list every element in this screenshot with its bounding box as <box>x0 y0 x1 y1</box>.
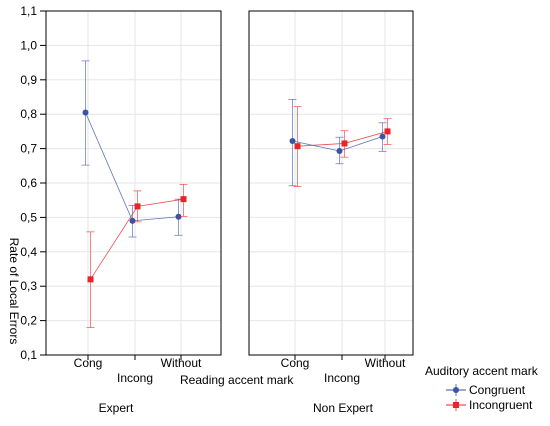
data-point <box>175 213 182 220</box>
data-point <box>289 138 296 145</box>
data-point <box>180 196 187 203</box>
panel-frame-1 <box>248 10 414 356</box>
legend-incongruent-label: Incongruent <box>469 398 533 412</box>
y-axis: 0,1 0,2 0,3 0,4 0,5 0,6 0,7 0,8 0,9 1,0 1,1 <box>20 4 46 362</box>
x-tick-label: Without <box>365 356 406 370</box>
legend-title: Auditory accent mark <box>425 364 539 378</box>
plot-series <box>81 60 392 328</box>
y-tick-label: 0,2 <box>20 314 37 328</box>
data-point <box>82 109 89 116</box>
data-point <box>379 133 386 140</box>
data-point <box>129 217 136 224</box>
y-tick-label: 1,1 <box>20 4 37 18</box>
x-axis: Cong Incong Without Cong Incong Without <box>74 355 406 385</box>
y-tick-label: 0,3 <box>20 279 37 293</box>
panel-label-non-expert: Non Expert <box>313 401 374 415</box>
y-tick-label: 0,4 <box>20 245 37 259</box>
grid-lines <box>46 11 413 355</box>
legend-item-incongruent: Incongruent <box>446 398 533 412</box>
data-point <box>384 128 391 135</box>
panel-label-expert: Expert <box>99 401 134 415</box>
series-line-incongruent <box>90 198 184 280</box>
y-tick-label: 0,9 <box>20 73 37 87</box>
y-tick-label: 0,7 <box>20 142 37 156</box>
y-tick-label: 0,6 <box>20 176 37 190</box>
data-point <box>336 148 343 155</box>
data-point <box>294 143 301 150</box>
x-tick-label: Cong <box>74 356 103 370</box>
data-point <box>341 140 348 147</box>
legend: Auditory accent mark Congruent Incongrue… <box>425 364 539 412</box>
legend-congruent-label: Congruent <box>469 383 526 397</box>
x-axis-title: Reading accent mark <box>180 373 294 387</box>
y-axis-title: Rate of Local Errors <box>7 238 21 345</box>
data-point <box>134 203 141 210</box>
series-line-congruent <box>85 112 179 222</box>
x-tick-label: Cong <box>281 356 310 370</box>
legend-item-congruent: Congruent <box>446 383 526 397</box>
data-point <box>87 276 94 283</box>
y-tick-label: 0,5 <box>20 210 37 224</box>
x-tick-label: Incong <box>117 371 153 385</box>
y-tick-label: 1,0 <box>20 38 37 52</box>
y-tick-label: 0,8 <box>20 107 37 121</box>
x-tick-label: Without <box>161 356 202 370</box>
legend-incongruent-marker <box>453 402 459 408</box>
x-tick-label: Incong <box>324 371 360 385</box>
legend-congruent-marker <box>453 387 459 393</box>
y-tick-label: 0,1 <box>20 348 37 362</box>
